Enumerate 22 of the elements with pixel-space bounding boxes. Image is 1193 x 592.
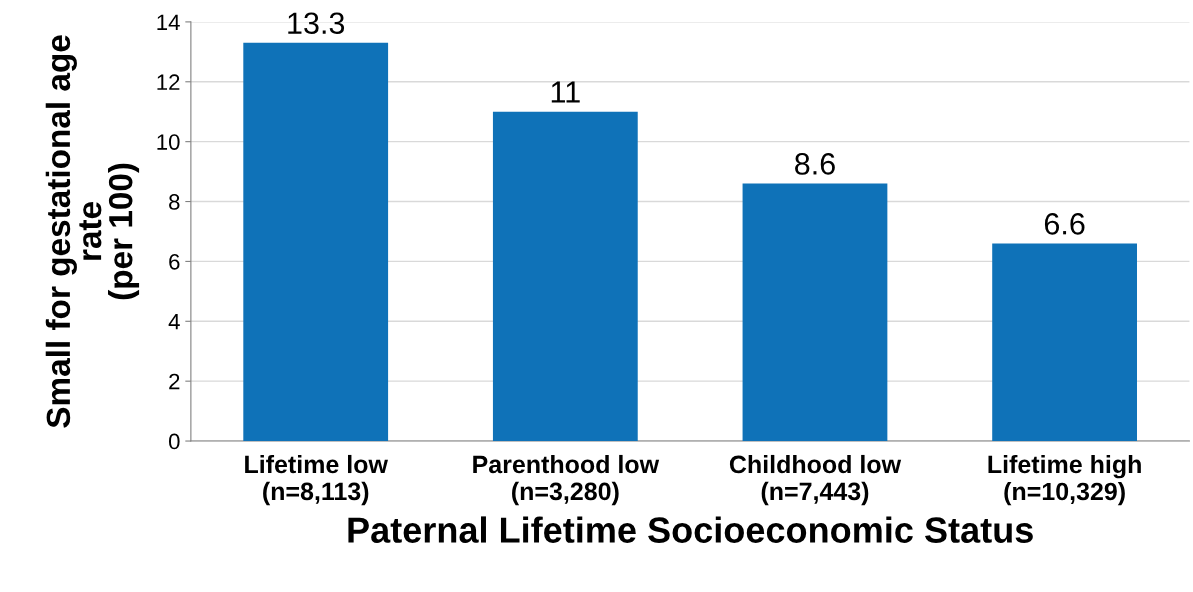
bar [243,42,389,442]
x-tick-label: Childhood low (n=7,443) [729,454,902,506]
data-label: 8.6 [795,153,835,175]
data-label: 13.3 [288,12,345,35]
bar [492,111,638,442]
data-label: 11 [551,81,580,103]
data-label: 6.6 [1044,212,1085,235]
y-tick-label: 12 [157,74,180,90]
y-tick-label: 8 [169,194,180,210]
y-tick-label: 4 [168,314,180,330]
y-tick-label: 2 [169,373,180,390]
y-tick-label: 10 [157,134,180,150]
y-tick-label: 14 [157,14,180,30]
x-axis-title: Paternal Lifetime Socioeconomic Status [348,516,1033,543]
bar [742,183,888,442]
y-axis-title: Small for gestational age rate (per 100) [45,35,140,428]
y-tick-label: 0 [168,433,180,450]
x-tick-label: Parenthood low (n=3,280) [473,454,660,506]
y-tick-label: 6 [169,253,180,270]
x-tick-label: Lifetime low (n=8,113) [245,454,388,506]
x-tick-label: Lifetime high (n=10,329) [988,454,1141,506]
bar [992,243,1137,442]
